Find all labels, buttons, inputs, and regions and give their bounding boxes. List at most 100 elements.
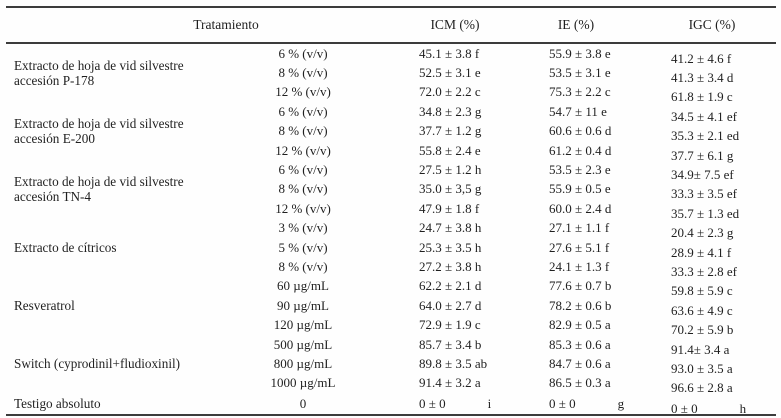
dose-cell: 5 % (v/v) bbox=[278, 239, 328, 255]
table-row: Switch (cyprodinil+fludioxinil) 500 µg/m… bbox=[6, 335, 776, 372]
table-row: 8 % (v/v) 27.2 ± 3.8 h 24.1 ± 1.3 f 33.3… bbox=[6, 257, 776, 279]
ie-value: 85.3 ± 0.6 a bbox=[549, 336, 611, 352]
icm-value: 55.8 ± 2.4 e bbox=[419, 142, 481, 158]
igc-value: 0 ± 0 h bbox=[648, 393, 776, 415]
table-row: 12 % (v/v) 72.0 ± 2.2 c 75.3 ± 2.2 c 61.… bbox=[6, 83, 776, 105]
header-icm: ICM (%) bbox=[396, 7, 526, 44]
ie-value: 53.5 ± 2.3 e bbox=[549, 162, 611, 178]
ie-value: 84.7 ± 0.6 a bbox=[549, 355, 611, 371]
igc-value: 96.6 ± 2.8 a bbox=[648, 374, 776, 395]
ie-value: 27.1 ± 1.1 f bbox=[549, 220, 610, 236]
igc-value-text: 91.4± 3.4 a bbox=[671, 341, 730, 357]
igc-value-text: 20.4 ± 2.3 g bbox=[671, 225, 734, 241]
igc-value: 33.3 ± 3.5 ef bbox=[648, 180, 776, 201]
igc-value-text: 35.3 ± 2.1 ed bbox=[671, 128, 740, 144]
ie-value: 53.5 ± 3.1 e bbox=[549, 65, 611, 81]
icm-value: 45.1 ± 3.8 f bbox=[419, 45, 480, 61]
icm-value: 27.2 ± 3.8 h bbox=[419, 258, 482, 274]
igc-value: 37.7 ± 6.1 g bbox=[648, 141, 776, 163]
icm-value: 34.8 ± 2.3 g bbox=[419, 103, 482, 119]
ie-value: 86.5 ± 0.3 a bbox=[549, 375, 611, 391]
ie-value: 0 ± 0 g bbox=[526, 393, 648, 415]
icm-value: 27.5 ± 1.2 h bbox=[419, 162, 482, 178]
significance-letter: g bbox=[617, 395, 625, 411]
icm-value: 85.7 ± 3.4 b bbox=[419, 336, 482, 352]
igc-value: 93.0 ± 3.5 a bbox=[648, 354, 776, 375]
treatment-group-label: Extracto de cítricos bbox=[14, 240, 117, 256]
table-row: 8 % (v/v) 37.7 ± 1.2 g 60.6 ± 0.6 d 35.3… bbox=[6, 122, 776, 144]
table-row: 8 % (v/v) 52.5 ± 3.1 e 53.5 ± 3.1 e 41.3… bbox=[6, 63, 776, 85]
igc-value: 28.9 ± 4.1 f bbox=[648, 238, 776, 260]
icm-value-text: 0 ± 0 bbox=[419, 395, 446, 411]
icm-value: 25.3 ± 3.5 h bbox=[419, 239, 482, 255]
results-table: Tratamiento ICM (%) IE (%) IGC (%) Extra… bbox=[6, 6, 776, 417]
dose-cell: 12 % (v/v) bbox=[275, 200, 331, 216]
ie-value: 60.0 ± 2.4 d bbox=[549, 200, 612, 216]
treatment-group-label: Extracto de hoja de vid silvestre accesi… bbox=[14, 58, 184, 89]
treatment-group-label: Extracto de hoja de vid silvestre accesi… bbox=[14, 116, 184, 147]
igc-value-text: 61.8 ± 1.9 c bbox=[671, 89, 733, 105]
table-row: Testigo absoluto 0 0 ± 0 i 0 ± 0 g 0 ± 0 h bbox=[6, 393, 776, 415]
dose-cell: 90 µg/mL bbox=[277, 297, 329, 313]
dose-cell: 6 % (v/v) bbox=[278, 103, 328, 119]
igc-value: 35.7 ± 1.3 ed bbox=[648, 199, 776, 221]
table-header: Tratamiento ICM (%) IE (%) IGC (%) bbox=[6, 7, 776, 44]
header-ie: IE (%) bbox=[526, 7, 648, 44]
table-row: Resveratrol 60 µg/mL 62.2 ± 2.1 d 77.6 ±… bbox=[6, 277, 776, 314]
ie-value: 77.6 ± 0.7 b bbox=[549, 278, 612, 294]
dose-cell: 8 % (v/v) bbox=[278, 181, 328, 197]
table-row: 120 µg/mL 72.9 ± 1.9 c 82.9 ± 0.5 a 70.2… bbox=[6, 315, 776, 337]
igc-value-text: 0 ± 0 h bbox=[671, 401, 746, 416]
igc-value: 91.4± 3.4 a bbox=[648, 335, 776, 357]
igc-value-text: 34.9± 7.5 ef bbox=[671, 167, 734, 183]
table-row: 90 µg/mL 64.0 ± 2.7 d 78.2 ± 0.6 b 63.6 … bbox=[6, 296, 776, 317]
igc-value-text: 28.9 ± 4.1 f bbox=[671, 244, 732, 260]
icm-value: 0 ± 0 i bbox=[396, 393, 526, 415]
igc-value: 20.4 ± 2.3 g bbox=[648, 219, 776, 241]
igc-value-text: 33.3 ± 2.8 ef bbox=[671, 263, 737, 279]
igc-value: 34.5 ± 4.1 ef bbox=[648, 102, 776, 124]
igc-value-text: 34.5 ± 4.1 ef bbox=[671, 108, 737, 124]
dose-cell: 800 µg/mL bbox=[273, 355, 333, 371]
dose-cell: 3 % (v/v) bbox=[278, 220, 328, 236]
header-row: Tratamiento ICM (%) IE (%) IGC (%) bbox=[6, 7, 776, 44]
igc-value: 63.6 ± 4.9 c bbox=[648, 296, 776, 317]
ie-value: 78.2 ± 0.6 b bbox=[549, 297, 612, 313]
ie-value: 27.6 ± 5.1 f bbox=[549, 239, 610, 255]
significance-letter: i bbox=[487, 395, 492, 411]
ie-value: 54.7 ± 11 e bbox=[549, 103, 607, 119]
igc-value-text: 37.7 ± 6.1 g bbox=[671, 147, 734, 163]
table-row: 12 % (v/v) 55.8 ± 2.4 e 61.2 ± 0.4 d 37.… bbox=[6, 141, 776, 163]
ie-value: 61.2 ± 0.4 d bbox=[549, 142, 612, 158]
icm-value: 24.7 ± 3.8 h bbox=[419, 220, 482, 236]
table-row: Extracto de hoja de vid silvestre accesi… bbox=[6, 43, 776, 88]
table-row: Extracto de hoja de vid silvestre accesi… bbox=[6, 160, 776, 204]
ie-value-text: 0 ± 0 bbox=[549, 395, 576, 411]
ie-value: 60.6 ± 0.6 d bbox=[549, 123, 612, 139]
ie-value: 82.9 ± 0.5 a bbox=[549, 317, 611, 333]
igc-value: 41.2 ± 4.6 f bbox=[648, 43, 776, 66]
icm-value: 62.2 ± 2.1 d bbox=[419, 278, 482, 294]
ie-value: 24.1 ± 1.3 f bbox=[549, 258, 610, 274]
treatment-group-label: Extracto de hoja de vid silvestre accesi… bbox=[14, 174, 184, 205]
icm-value: 89.8 ± 3.5 ab bbox=[419, 355, 488, 371]
table-row: 12 % (v/v) 47.9 ± 1.8 f 60.0 ± 2.4 d 35.… bbox=[6, 199, 776, 221]
icm-value: 52.5 ± 3.1 e bbox=[419, 65, 481, 81]
treatment-group-label: Resveratrol bbox=[14, 298, 75, 314]
icm-value: 72.9 ± 1.9 c bbox=[419, 317, 481, 333]
icm-value: 37.7 ± 1.2 g bbox=[419, 123, 482, 139]
header-tratamiento: Tratamiento bbox=[6, 7, 396, 44]
dose-cell: 1000 µg/mL bbox=[270, 375, 336, 391]
igc-value: 33.3 ± 2.8 ef bbox=[648, 257, 776, 279]
igc-value-text: 35.7 ± 1.3 ed bbox=[671, 205, 740, 221]
table-row: 800 µg/mL 89.8 ± 3.5 ab 84.7 ± 0.6 a 93.… bbox=[6, 354, 776, 375]
igc-value: 59.8 ± 5.9 c bbox=[648, 277, 776, 298]
table-row: Extracto de hoja de vid silvestre accesi… bbox=[6, 102, 776, 146]
header-igc: IGC (%) bbox=[648, 7, 776, 44]
table-body: Extracto de hoja de vid silvestre accesi… bbox=[6, 43, 776, 415]
igc-value-text: 41.2 ± 4.6 f bbox=[671, 50, 732, 66]
icm-value: 35.0 ± 3,5 g bbox=[419, 181, 482, 197]
ie-value: 75.3 ± 2.2 c bbox=[549, 84, 611, 100]
igc-value: 41.3 ± 3.4 d bbox=[648, 63, 776, 85]
